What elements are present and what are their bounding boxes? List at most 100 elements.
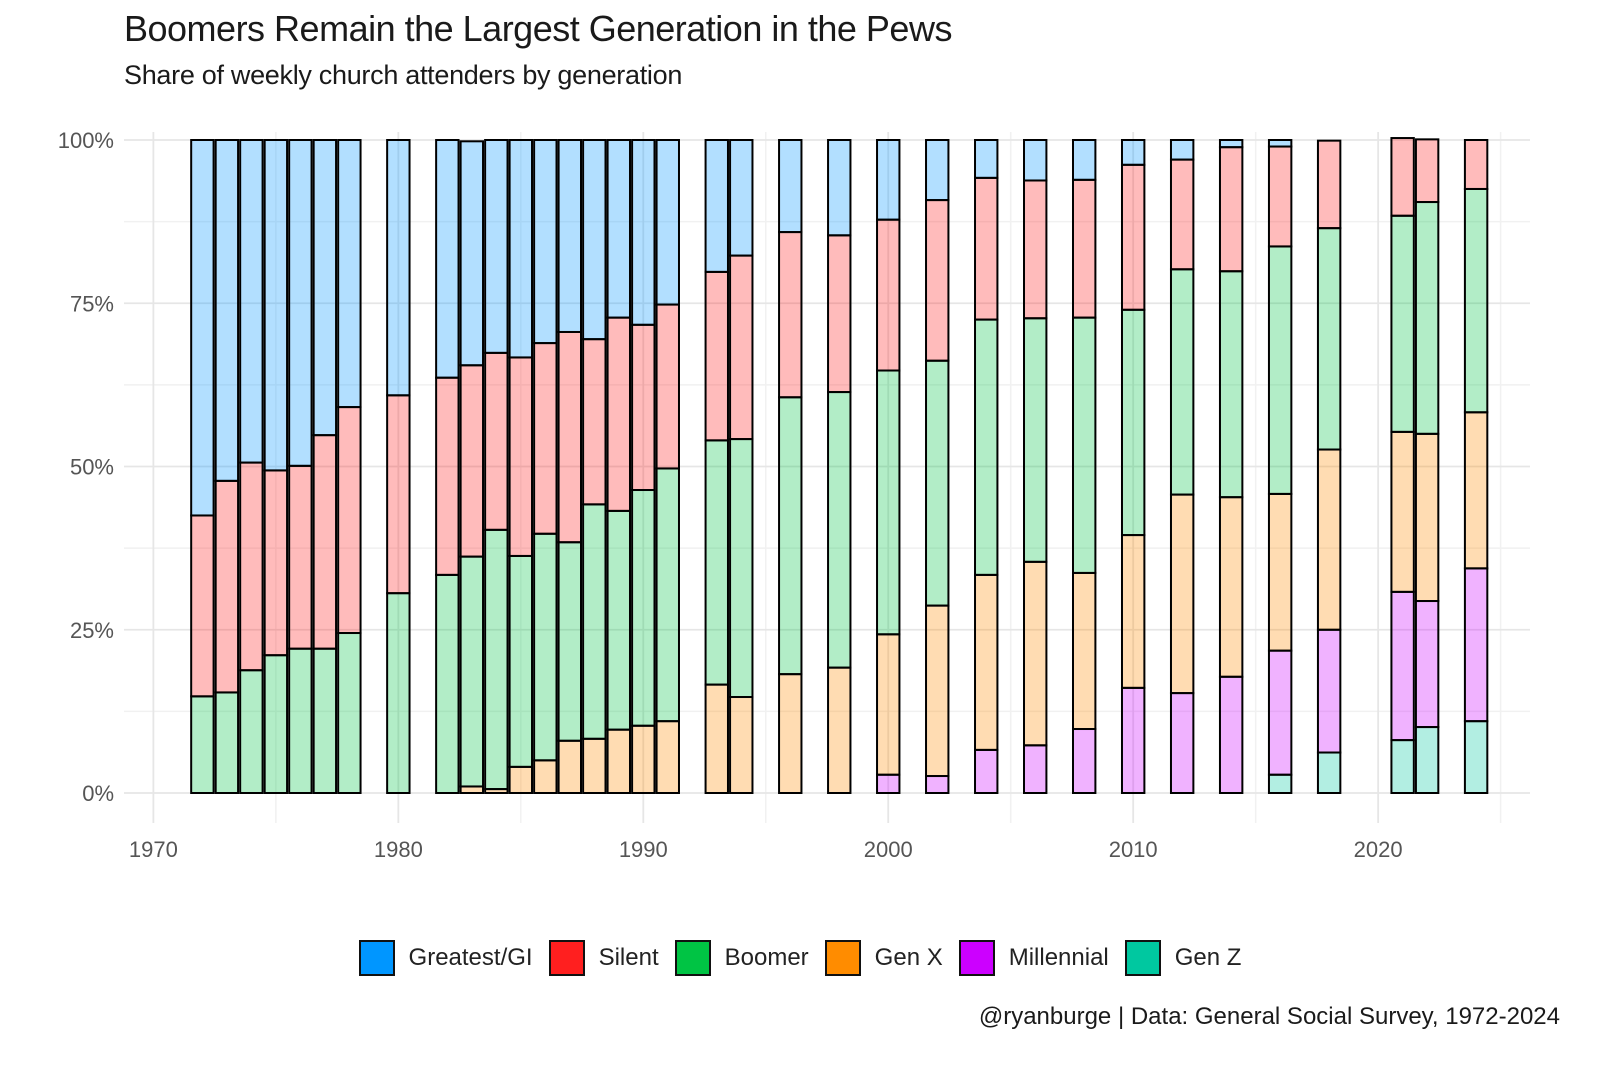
y-tick-label: 75%	[70, 291, 114, 316]
bar-segment-boomer-1994	[729, 438, 754, 699]
y-tick-label: 50%	[70, 455, 114, 480]
bar-segment-gen-x-2024	[1463, 411, 1489, 570]
bar-segment-greatest-gi-1980	[386, 139, 411, 397]
bar-segment-boomer-2008	[1071, 316, 1097, 574]
bar-segment-gen-x-1991	[655, 720, 680, 794]
x-tick-label: 1980	[374, 837, 423, 862]
legend-item: Gen Z	[1124, 940, 1242, 976]
bar-segment-greatest-gi-1989	[606, 139, 631, 319]
bar-segment-gen-x-2000	[876, 633, 901, 776]
legend-key	[958, 940, 995, 976]
legend-label: Gen Z	[1174, 944, 1242, 971]
bar-segment-gen-x-2012	[1169, 493, 1195, 695]
bar-segment-millennial-2016	[1267, 649, 1293, 776]
bar-segment-gen-x-1996	[778, 673, 803, 794]
bar-segment-boomer-1980	[386, 592, 411, 794]
bar-segment-silent-1986	[533, 342, 558, 535]
bar-segment-greatest-gi-1983	[459, 140, 485, 367]
bar-segment-silent-1978	[337, 406, 362, 635]
bar-segment-gen-x-1989	[606, 728, 631, 794]
legend: Greatest/GI Silent Boomer Gen X Millennial Ge…	[0, 940, 1600, 976]
bar-segment-boomer-2002	[925, 359, 950, 607]
bar-segment-boomer-2006	[1023, 317, 1048, 563]
bar-segment-silent-2004	[974, 176, 999, 321]
y-tick-label: 100%	[58, 128, 114, 153]
x-axis-tick-labels: 1970 1980 1990 2000 2010 2020	[129, 837, 1403, 862]
bar-segment-millennial-2002	[925, 775, 950, 794]
bar-segment-greatest-gi-2016	[1267, 139, 1293, 148]
bar-segment-silent-2008	[1071, 178, 1097, 319]
bar-segment-silent-1977	[312, 434, 338, 650]
bar-segment-gen-x-2022	[1414, 432, 1440, 603]
bar-segment-greatest-gi-1993	[704, 139, 729, 273]
bar-segment-boomer-1985	[508, 554, 534, 768]
bar-segment-greatest-gi-1985	[508, 139, 534, 359]
bar-segment-silent-1975	[263, 469, 289, 657]
bar-segment-boomer-1982	[435, 573, 460, 795]
bar-segment-gen-x-2010	[1120, 534, 1146, 689]
bar-segment-boomer-1972	[190, 695, 215, 795]
legend-item: Boomer	[674, 940, 809, 976]
bar-segment-boomer-2000	[876, 369, 901, 636]
bar-segment-silent-1972	[190, 514, 215, 698]
bar-segment-silent-2016	[1267, 145, 1293, 248]
bar-segment-greatest-gi-1994	[729, 139, 754, 257]
bar-segment-greatest-gi-2004	[974, 139, 999, 179]
x-tick-label: 2000	[864, 837, 913, 862]
bar-segment-silent-2014	[1218, 146, 1244, 273]
bar-segment-boomer-1976	[288, 647, 313, 795]
bar-segment-silent-1994	[729, 254, 754, 441]
bar-segment-silent-1991	[655, 303, 680, 470]
bar-segment-greatest-gi-2006	[1023, 139, 1048, 182]
bar-segment-silent-1980	[386, 394, 411, 595]
legend-label: Boomer	[724, 944, 809, 971]
bar-segment-greatest-gi-1975	[263, 139, 289, 472]
legend-key	[1124, 940, 1161, 976]
bar-segment-silent-2022	[1414, 138, 1440, 204]
legend-item: Millennial	[958, 940, 1109, 976]
bar-segment-boomer-1998	[827, 391, 852, 669]
legend-key	[548, 940, 585, 976]
bar-segment-silent-1973	[214, 479, 240, 694]
y-tick-label: 25%	[70, 618, 114, 643]
legend-label: Silent	[598, 944, 659, 971]
bar-segment-millennial-2010	[1120, 686, 1146, 795]
bar-segment-silent-1974	[239, 461, 264, 672]
bar-segment-greatest-gi-2014	[1218, 139, 1244, 149]
bar-segment-boomer-2014	[1218, 270, 1244, 499]
bar-segment-millennial-2000	[876, 773, 901, 795]
bar-segment-gen-x-1990	[631, 724, 656, 795]
bar-segment-silent-1984	[484, 351, 509, 531]
bar-segment-gen-z-2021	[1390, 739, 1415, 794]
bar-segment-gen-x-2014	[1218, 496, 1244, 678]
bar-segment-silent-1976	[288, 464, 313, 650]
bar-segment-gen-z-2016	[1267, 773, 1293, 795]
bar-segment-silent-2018	[1316, 139, 1342, 230]
bar-segment-boomer-1988	[582, 503, 607, 740]
bar-segment-silent-1989	[606, 316, 631, 512]
bar-segment-gen-x-1986	[533, 759, 558, 794]
bar-segment-millennial-2018	[1316, 628, 1342, 754]
bar-segment-boomer-1974	[239, 669, 264, 795]
bar-segment-millennial-2021	[1390, 590, 1415, 742]
bar-segment-millennial-2012	[1169, 692, 1195, 794]
bar-segment-silent-2006	[1023, 179, 1048, 320]
bar-segment-greatest-gi-2002	[925, 139, 950, 202]
bar-stacks	[190, 137, 1489, 795]
bar-segment-greatest-gi-1987	[557, 139, 583, 333]
legend-item: Greatest/GI	[358, 940, 533, 976]
bar-segment-gen-z-2018	[1316, 751, 1342, 794]
bar-segment-boomer-1978	[337, 632, 362, 795]
chart-subtitle: Share of weekly church attenders by gene…	[124, 60, 683, 90]
bar-segment-gen-x-2006	[1023, 560, 1048, 747]
bar-segment-silent-2000	[876, 218, 901, 372]
bar-segment-greatest-gi-1998	[827, 139, 852, 237]
bar-segment-millennial-2014	[1218, 675, 1244, 794]
bar-segment-boomer-1984	[484, 528, 509, 791]
bar-segment-greatest-gi-2008	[1071, 139, 1097, 181]
bar-segment-silent-1985	[508, 356, 534, 557]
legend-label: Millennial	[1008, 944, 1109, 971]
bar-segment-boomer-1991	[655, 467, 680, 723]
bar-segment-boomer-1973	[214, 691, 240, 794]
bar-segment-boomer-1975	[263, 654, 289, 794]
